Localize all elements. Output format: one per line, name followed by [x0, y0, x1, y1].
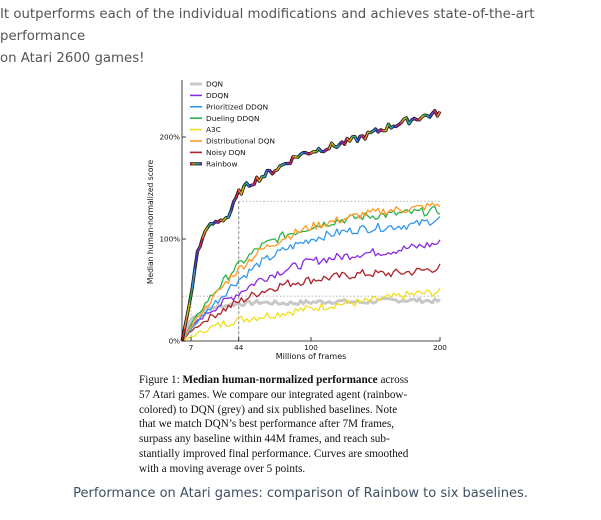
intro-line-2: on Atari 2600 games! [0, 51, 145, 66]
rainbow-segment [186, 301, 191, 317]
x-tick-label: 7 [189, 343, 194, 352]
series-line-noisy-dqn [181, 263, 441, 342]
y-tick-label: 0% [169, 337, 181, 346]
rainbow-segment [289, 155, 294, 165]
rainbow-segment [181, 327, 186, 342]
image-subcaption: Performance on Atari games: comparison o… [73, 486, 528, 501]
rainbow-segment [232, 196, 237, 203]
legend-dqn-label: DQN [206, 80, 223, 89]
rainbow-segment [387, 123, 392, 129]
rainbow-segment [196, 245, 201, 252]
axes: 0% 100% 200% 7 44 100 200 [159, 80, 447, 352]
series-line-prioritized-ddqn [181, 215, 441, 342]
legend-distributional-dqn-label: Distributional DQN [206, 137, 275, 146]
rainbow-segment [245, 182, 250, 187]
caption-prefix: Figure 1: [139, 374, 183, 386]
legend-a3c-label: A3C [206, 125, 221, 134]
rainbow-segment [354, 135, 359, 143]
rainbow-segment [235, 189, 240, 199]
caption-line-5: surpass any baseline within 44M frames, … [139, 433, 390, 446]
rainbow-segment [230, 200, 235, 212]
rainbow-segment [258, 175, 263, 182]
rainbow-segment [253, 176, 258, 186]
rainbow-segment [343, 137, 348, 146]
y-tick-label: 100% [159, 235, 180, 244]
x-tick-label: 44 [234, 343, 244, 352]
rainbow-segment [263, 169, 268, 178]
reference-lines [182, 200, 440, 341]
rainbow-segment [348, 136, 354, 142]
legend-ddqn-label: DDQN [206, 91, 229, 100]
caption-line-1-rest: across [377, 374, 409, 386]
rainbow-segment [385, 123, 390, 132]
rainbow-segment [194, 250, 199, 270]
rainbow-segment [429, 112, 433, 118]
series-line-dqn [180, 296, 441, 342]
y-axis-label: Median human-normalized score [146, 160, 155, 285]
intro-text: It outperforms each of the individual mo… [0, 4, 598, 70]
caption-line-2: 57 Atari games. We compare our integrate… [139, 388, 408, 401]
intro-line-1: It outperforms each of the individual mo… [0, 7, 535, 44]
series-line-a3c [181, 287, 441, 342]
caption-line-3: colored) to DQN (grey) and six published… [139, 403, 398, 416]
legend-rainbow-label: Rainbow [206, 159, 238, 168]
rainbow-segment [328, 142, 333, 150]
rainbow-segment [364, 131, 369, 140]
series-line-ddqn [181, 239, 441, 342]
rainbow-segment [189, 286, 193, 303]
caption-line-4: that we match DQN’s best performance aft… [139, 418, 395, 431]
rainbow-segment [240, 185, 245, 195]
rainbow-segment [276, 165, 281, 171]
x-tick-label: 200 [433, 343, 447, 352]
rainbow-segment [191, 267, 196, 289]
rainbow-segment [183, 314, 188, 329]
y-tick-label: 200% [159, 133, 180, 142]
x-axis-label: Millions of frames [276, 352, 347, 361]
legend-dueling-ddqn-label: Dueling DDQN [206, 114, 259, 123]
legend: DQN DDQN Prioritized DDQN Dueling DDQN A3C Di… [190, 80, 275, 168]
rainbow-segment [436, 110, 441, 117]
legend-noisy-dqn-label: Noisy DQN [206, 148, 246, 157]
rainbow-segment [199, 237, 204, 248]
rainbow-segment [434, 109, 439, 117]
rainbow-segment [405, 117, 410, 125]
rainbow-segment [227, 210, 232, 218]
series-lines [180, 109, 442, 342]
figure-caption: Figure 1: Median human-normalized perfor… [139, 373, 465, 477]
rainbow-segment [207, 222, 212, 228]
x-tick-label: 100 [304, 343, 318, 352]
caption-bold: Median human-normalized performance [182, 374, 378, 386]
caption-line-7: with a moving average over 5 points. [139, 462, 306, 475]
caption-line-1: Figure 1: Median human-normalized perfor… [139, 373, 465, 388]
rainbow-segment [201, 230, 206, 239]
rainbow-segment [204, 226, 209, 232]
rainbow-segment [408, 119, 413, 125]
rainbow-segment [356, 135, 361, 143]
caption-line-6: stantially improved final performance. C… [139, 447, 409, 460]
series-line-rainbow [181, 109, 441, 342]
series-line-distributional-dqn [181, 202, 441, 342]
rainbow-segment [400, 118, 405, 124]
rainbow-performance-chart: 0% 100% 200% 7 44 100 200 DQN DDQN Prioritized D… [146, 80, 447, 361]
legend-prioritized-ddqn-label: Prioritized DDQN [206, 102, 268, 111]
rainbow-segment [256, 176, 261, 182]
